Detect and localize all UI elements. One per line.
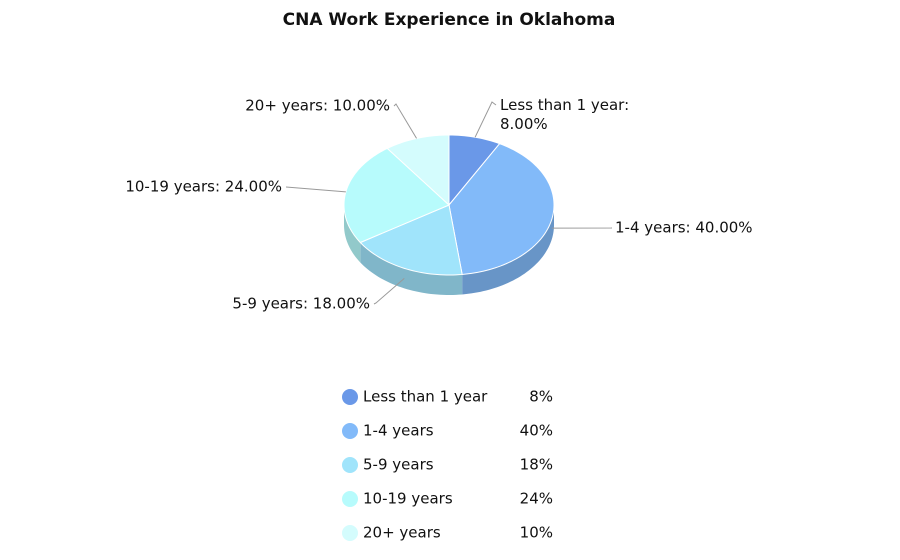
pie-side — [344, 205, 361, 263]
data-label-line: Less than 1 year: — [500, 96, 629, 114]
legend-label: 1-4 years — [363, 422, 434, 440]
data-label-line: 8.00% — [500, 115, 548, 133]
legend-marker — [342, 423, 358, 439]
pie-slice — [386, 134, 450, 207]
leader-line — [474, 101, 497, 138]
pie-side — [360, 242, 463, 295]
legend-value: 18% — [520, 456, 553, 474]
legend-value: 24% — [520, 490, 553, 508]
pie-slice — [448, 143, 555, 275]
legend-value: 10% — [520, 524, 553, 542]
legend-label: 10-19 years — [363, 490, 453, 508]
leader-line — [373, 277, 405, 305]
legend-marker — [342, 389, 358, 405]
leader-line — [285, 186, 346, 193]
legend-value: 40% — [520, 422, 553, 440]
legend-label: 5-9 years — [363, 456, 434, 474]
data-label: 1-4 years: 40.00% — [615, 219, 753, 237]
pie-slice — [448, 134, 501, 207]
data-label: 5-9 years: 18.00% — [232, 295, 370, 313]
data-label: Less than 1 year: 8.00% — [500, 96, 629, 133]
legend-value: 8% — [529, 388, 553, 406]
legend-marker — [342, 525, 358, 541]
data-label: 10-19 years: 24.00% — [125, 178, 282, 196]
data-label: 20+ years: 10.00% — [245, 97, 390, 115]
pie-slice — [359, 204, 463, 276]
leader-line — [393, 103, 417, 139]
pie-slice — [343, 147, 450, 244]
pie-side — [462, 205, 554, 295]
legend-label: Less than 1 year — [363, 388, 488, 406]
legend-marker — [342, 491, 358, 507]
chart-title: CNA Work Experience in Oklahoma — [283, 10, 616, 30]
legend-marker — [342, 457, 358, 473]
legend-label: 20+ years — [363, 524, 441, 542]
